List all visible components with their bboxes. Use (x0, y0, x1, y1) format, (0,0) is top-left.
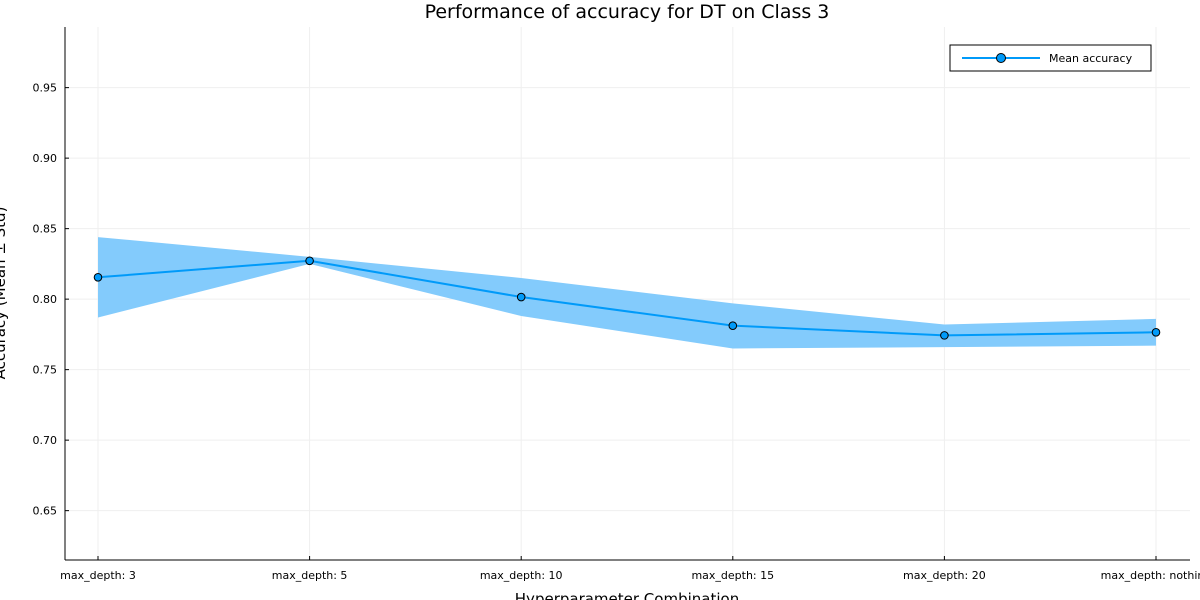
y-tick-label: 0.80 (33, 293, 58, 306)
x-tick-label: max_depth: 15 (691, 569, 774, 582)
data-point (1151, 327, 1161, 337)
y-tick-label: 0.70 (33, 434, 58, 447)
y-tick-label: 0.75 (33, 364, 58, 377)
y-tick-labels: 0.65 0.70 0.75 0.80 0.85 0.90 0.95 (33, 82, 69, 518)
x-axis-label: Hyperparameter Combination (515, 590, 739, 600)
data-point (93, 272, 103, 282)
data-point (728, 321, 738, 330)
series-line-layer (97, 259, 1157, 337)
data-points (93, 256, 1161, 340)
x-tick-label: max_depth: nothing (1101, 569, 1200, 582)
data-point (305, 256, 314, 266)
std-band-layer (98, 237, 1156, 349)
legend: Mean accuracy (949, 44, 1152, 72)
x-tick-labels: max_depth: 3 max_depth: 5 max_depth: 10 max… (60, 556, 1200, 582)
data-point (516, 292, 526, 302)
legend-marker-swatch (996, 53, 1006, 63)
chart-title: Performance of accuracy for DT on Class … (425, 1, 830, 23)
y-tick-label: 0.85 (33, 223, 58, 236)
y-tick-label: 0.95 (33, 82, 58, 95)
x-tick-label: max_depth: 5 (272, 569, 348, 582)
y-tick-label: 0.65 (33, 505, 58, 518)
y-axis-label: Accuracy (Mean ± Std) (0, 207, 9, 380)
x-tick-label: max_depth: 20 (903, 569, 986, 582)
grid-lines (65, 27, 1190, 560)
mean-accuracy-line (97, 259, 1157, 337)
y-tick-label: 0.90 (33, 152, 58, 165)
std-band-area (98, 237, 1156, 349)
data-point (940, 331, 949, 340)
x-tick-label: max_depth: 3 (60, 569, 136, 582)
x-tick-label: max_depth: 10 (480, 569, 563, 582)
legend-entry-label: Mean accuracy (1049, 52, 1133, 65)
